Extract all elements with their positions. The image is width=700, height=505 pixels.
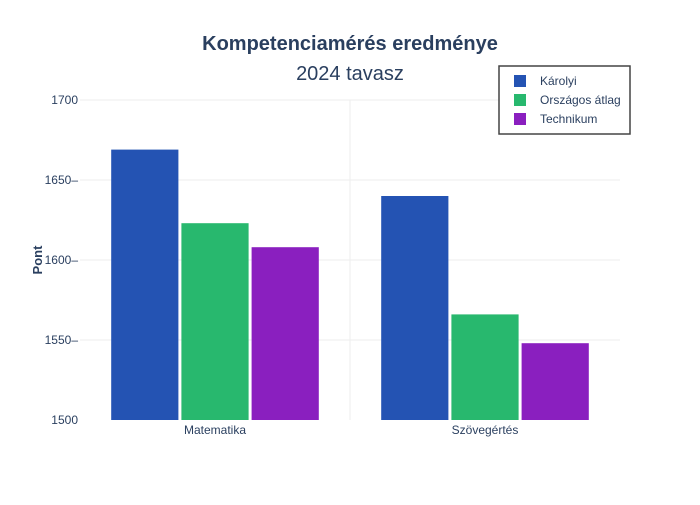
chart-subtitle: 2024 tavasz <box>296 63 404 85</box>
bar <box>381 196 449 420</box>
axes-layer: 1500 1550– 1600– 1650– 1700 Matematika Szövegé… <box>45 93 519 437</box>
legend-label: Technikum <box>540 112 597 126</box>
bar <box>111 149 179 420</box>
bar <box>181 223 249 420</box>
y-tick-label: 1550– <box>45 333 79 347</box>
legend-swatch <box>514 94 526 106</box>
legend: Károlyi Országos átlag Technikum <box>498 65 631 135</box>
x-tick-label: Szövegértés <box>452 423 519 437</box>
y-tick-label: 1650– <box>45 173 79 187</box>
y-tick-label: 1700 <box>51 93 78 107</box>
bars-layer <box>111 149 589 420</box>
x-tick-label: Matematika <box>184 423 246 437</box>
y-tick-label: 1500 <box>51 413 78 427</box>
y-axis-title: Pont <box>30 245 45 275</box>
legend-label: Károlyi <box>540 74 577 88</box>
legend-label: Országos átlag <box>540 93 621 107</box>
legend-swatch <box>514 75 526 87</box>
chart-title: Kompetenciamérés eredménye <box>202 33 498 55</box>
bar <box>521 343 589 420</box>
bar <box>251 247 319 420</box>
bar <box>451 314 519 420</box>
legend-swatch <box>514 113 526 125</box>
y-tick-label: 1600– <box>45 253 79 267</box>
